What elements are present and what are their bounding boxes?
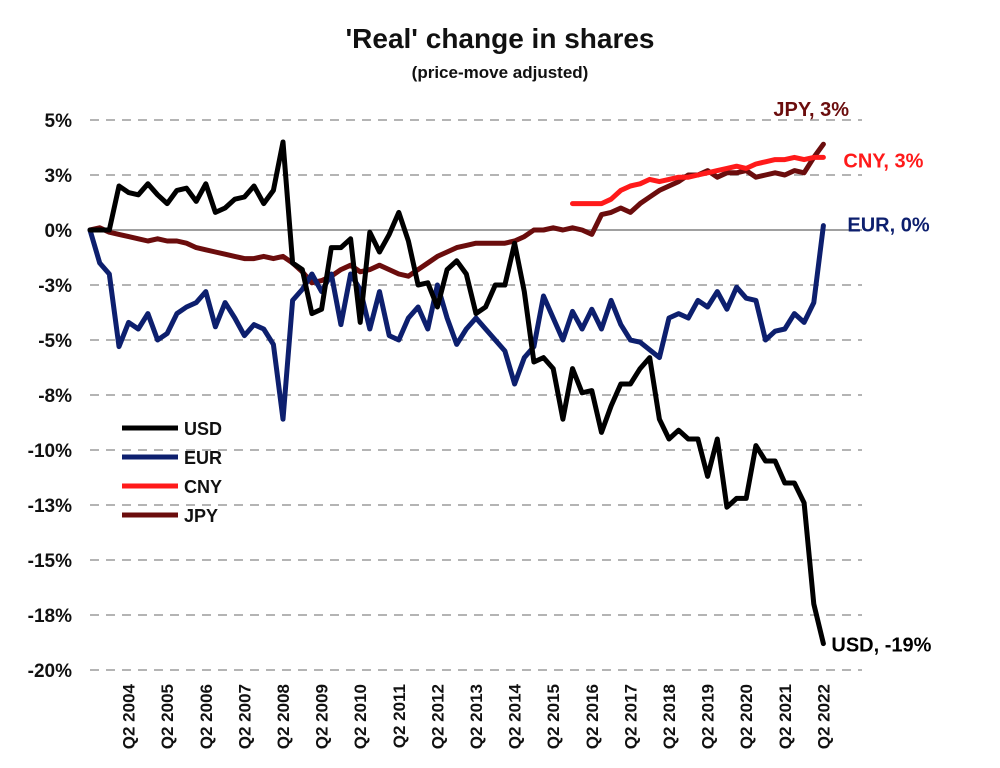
series-line-cny <box>570 154 826 207</box>
plot-area <box>87 139 826 647</box>
legend: USD EUR CNY JPY <box>122 419 222 526</box>
legend-label-usd: USD <box>184 419 222 439</box>
y-tick-label: -18% <box>28 606 72 627</box>
y-tick-label: -10% <box>28 441 72 462</box>
y-tick-label: 3% <box>45 166 73 187</box>
chart-subtitle: (price-move adjusted) <box>412 63 589 82</box>
y-tick-label: -13% <box>28 496 72 517</box>
x-tick-label: Q2 2006 <box>197 684 216 749</box>
series-line-usd <box>87 139 826 647</box>
x-tick-label: Q2 2011 <box>390 684 409 748</box>
x-tick-label: Q2 2019 <box>699 684 718 749</box>
end-label-jpy: JPY, 3% <box>773 99 849 121</box>
x-axis: Q2 2004 Q2 2005 Q2 2006 Q2 2007 Q2 2008 Q2 20… <box>120 683 834 749</box>
gridlines <box>90 119 862 671</box>
y-tick-label: -8% <box>38 386 72 407</box>
end-labels: USD, -19% EUR, 0% CNY, 3% JPY, 3% <box>773 99 931 656</box>
end-label-eur: EUR, 0% <box>847 215 929 237</box>
x-tick-label: Q2 2021 <box>776 684 795 749</box>
y-tick-label: -5% <box>38 331 72 352</box>
x-tick-label: Q2 2007 <box>235 684 254 749</box>
x-tick-label: Q2 2013 <box>467 684 486 749</box>
x-tick-label: Q2 2020 <box>737 684 756 749</box>
y-tick-label: 5% <box>45 111 73 132</box>
chart-title: 'Real' change in shares <box>346 23 655 54</box>
series-line-eur <box>87 223 826 422</box>
y-tick-label: -3% <box>38 276 72 297</box>
legend-label-jpy: JPY <box>184 506 218 526</box>
y-tick-label: -20% <box>28 661 72 682</box>
legend-label-cny: CNY <box>184 477 222 497</box>
x-tick-label: Q2 2009 <box>313 684 332 749</box>
y-tick-label: -15% <box>28 551 72 572</box>
x-tick-label: Q2 2018 <box>660 684 679 749</box>
end-label-cny: CNY, 3% <box>843 150 923 172</box>
x-tick-label: Q2 2012 <box>428 684 447 749</box>
x-tick-label: Q2 2004 <box>120 683 139 749</box>
x-tick-label: Q2 2015 <box>544 684 563 749</box>
y-tick-label: 0% <box>45 221 73 242</box>
x-tick-label: Q2 2010 <box>351 684 370 749</box>
x-tick-label: Q2 2008 <box>274 684 293 749</box>
x-tick-label: Q2 2022 <box>814 684 833 749</box>
x-tick-label: Q2 2017 <box>621 684 640 749</box>
x-tick-label: Q2 2016 <box>583 684 602 749</box>
x-tick-label: Q2 2005 <box>158 684 177 749</box>
legend-label-eur: EUR <box>184 448 222 468</box>
y-axis: 5% 3% 0% -3% -5% -8% -10% -13% -15% -18% -20% <box>28 111 72 682</box>
end-label-usd: USD, -19% <box>831 635 931 657</box>
x-tick-label: Q2 2014 <box>506 683 525 749</box>
